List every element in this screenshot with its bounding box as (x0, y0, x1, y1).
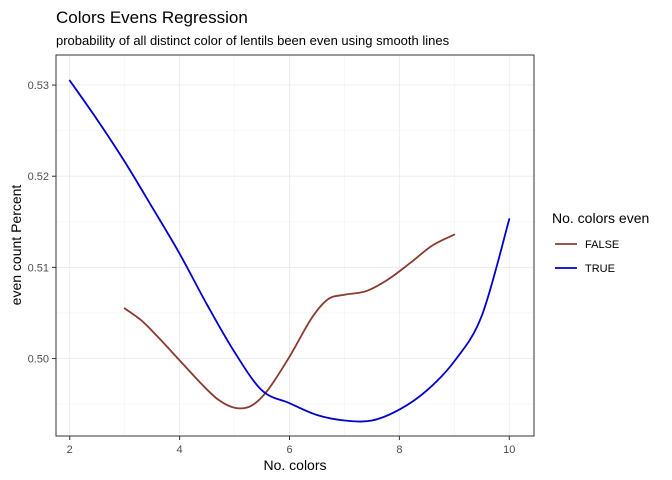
series-line-false (123, 233, 456, 410)
grid-lines (56, 55, 534, 436)
y-tick-label: 0.50 (28, 354, 49, 366)
y-tick-label: 0.52 (28, 171, 49, 183)
plot-panel (55, 54, 535, 437)
legend-item-false: FALSE (555, 239, 619, 251)
legend-title: No. colors even (552, 210, 649, 226)
y-tick-label: 0.53 (28, 80, 49, 92)
legend-item-true: TRUE (555, 263, 615, 275)
x-tick-label: 4 (177, 444, 183, 456)
x-tick-label: 2 (67, 444, 73, 456)
y-axis: 0.50 0.51 0.52 0.53 (28, 80, 56, 366)
x-axis-title: No. colors (263, 457, 326, 473)
chart-title: Colors Evens Regression (56, 8, 248, 27)
x-tick-label: 10 (503, 444, 515, 456)
panel-border (55, 54, 535, 437)
x-axis: 2 4 6 8 10 (67, 436, 515, 456)
legend: No. colors even FALSE TRUE (552, 210, 649, 275)
legend-label: TRUE (585, 263, 615, 275)
x-tick-label: 6 (286, 444, 292, 456)
panel-background (56, 55, 534, 436)
series-line-true (68, 79, 511, 423)
legend-label: FALSE (585, 239, 619, 251)
x-tick-label: 8 (396, 444, 402, 456)
series-lines (68, 79, 511, 423)
y-axis-title: even count Percent (8, 185, 24, 306)
y-tick-label: 0.51 (28, 262, 49, 274)
chart-subtitle: probability of all distinct color of len… (56, 33, 450, 48)
